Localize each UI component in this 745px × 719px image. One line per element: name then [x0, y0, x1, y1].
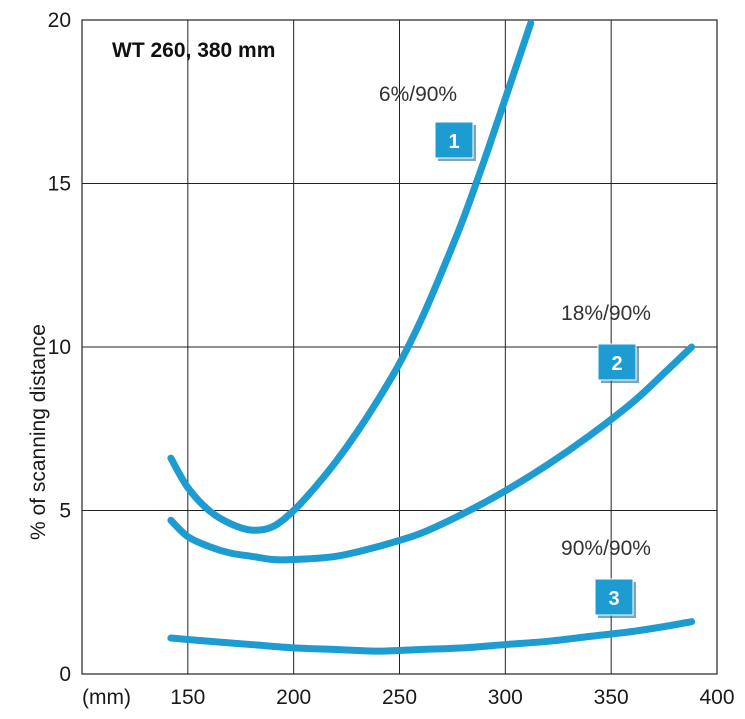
chart-title: WT 260, 380 mm — [112, 39, 275, 62]
x-tick-label: 150 — [170, 686, 205, 709]
x-tick-label: 400 — [699, 686, 734, 709]
y-tick-label: 20 — [48, 9, 71, 32]
series-badge-2: 2 — [597, 343, 639, 383]
badge-box — [594, 578, 634, 616]
series-label-3: 90%/90% — [561, 537, 651, 560]
axes: 150 200 250 300 350 400 0 5 10 15 20 — [48, 9, 735, 709]
series-labels: 6%/90% 1 18%/90% 2 90%/90% 3 — [379, 83, 651, 618]
plot-frame — [81, 19, 718, 675]
y-axis-label: % of scanning distance — [27, 324, 50, 540]
badge-box — [434, 121, 474, 159]
y-tick-label: 0 — [59, 663, 71, 686]
y-tick-label: 15 — [48, 173, 71, 196]
y-tick-label: 10 — [48, 336, 71, 359]
badge-number: 1 — [448, 131, 459, 153]
x-tick-label: 350 — [594, 686, 629, 709]
badge-number: 3 — [608, 588, 619, 610]
series-line-1 — [167, 19, 535, 534]
series-line-3 — [167, 618, 696, 655]
series-line-2 — [167, 343, 696, 564]
series-lines — [167, 19, 696, 655]
x-unit-label: (mm) — [82, 686, 131, 709]
series-label-1: 6%/90% — [379, 83, 457, 106]
badge-box — [597, 343, 637, 381]
x-tick-label: 300 — [488, 686, 523, 709]
series-badge-1: 1 — [434, 121, 476, 161]
badge-number: 2 — [611, 353, 622, 375]
y-tick-label: 5 — [59, 500, 71, 523]
series-badge-3: 3 — [594, 578, 636, 618]
x-tick-label: 200 — [276, 686, 311, 709]
series-label-2: 18%/90% — [561, 302, 651, 325]
x-tick-label: 250 — [382, 686, 417, 709]
